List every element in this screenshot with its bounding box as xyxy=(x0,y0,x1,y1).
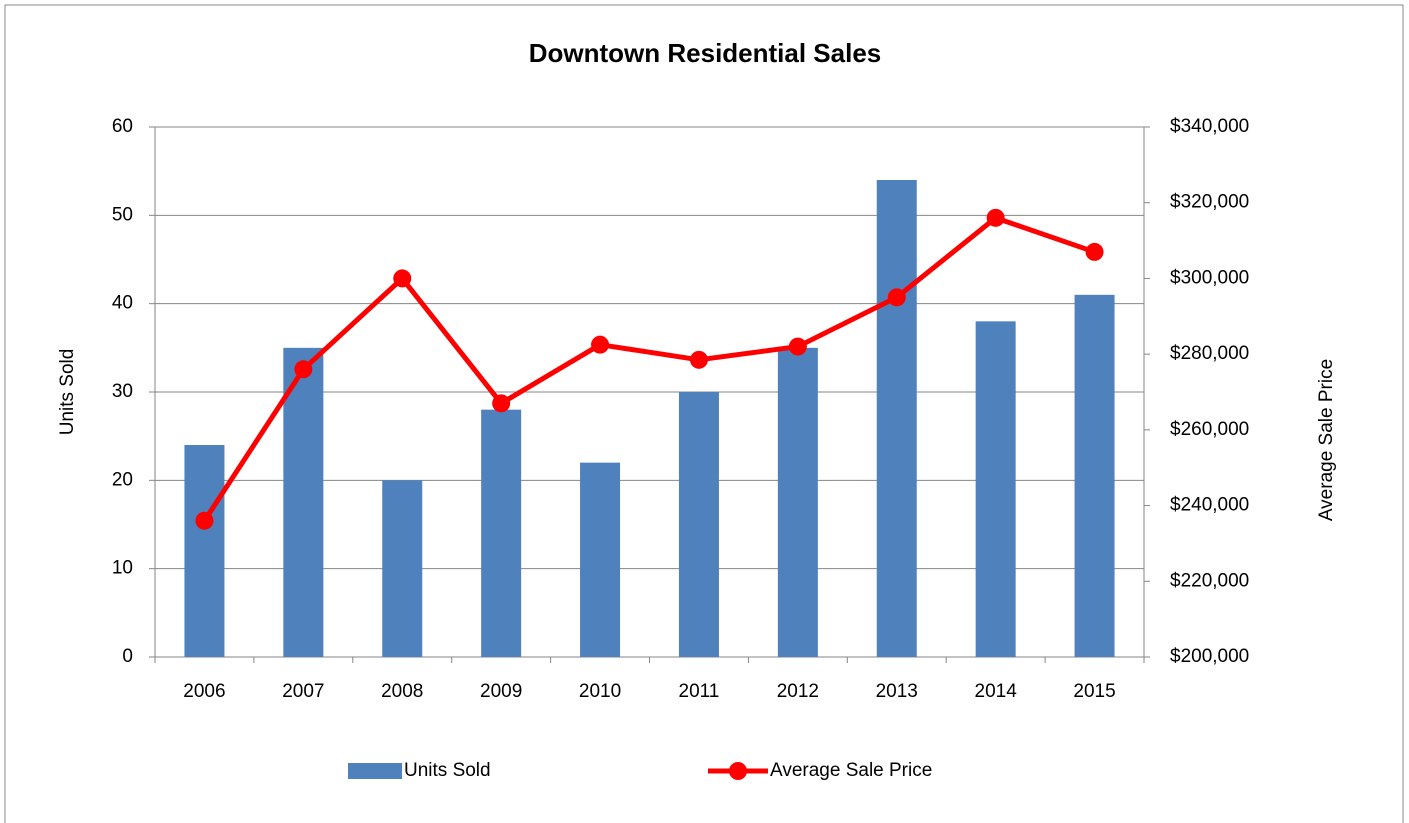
line-marker xyxy=(591,335,610,354)
line xyxy=(202,215,1096,523)
bar xyxy=(678,392,719,657)
line-marker xyxy=(393,269,412,288)
y2-tick-label: $260,000 xyxy=(1170,419,1249,440)
x-tick-label: 2015 xyxy=(1073,681,1115,702)
line-marker xyxy=(986,208,1005,227)
line-marker xyxy=(1085,242,1104,261)
line-marker xyxy=(788,337,807,356)
x-tick-label: 2006 xyxy=(183,681,225,702)
y2-tick-label: $320,000 xyxy=(1170,192,1249,213)
legend-label: Units Sold xyxy=(404,760,491,781)
y2-tick-label: $300,000 xyxy=(1170,267,1249,288)
bar xyxy=(382,480,423,657)
chart-title: Downtown Residential Sales xyxy=(529,38,882,68)
y2-tick-label: $340,000 xyxy=(1170,116,1249,137)
y2-tick-label: $280,000 xyxy=(1170,343,1249,364)
x-tick-label: 2007 xyxy=(282,681,324,702)
x-tick-label: 2008 xyxy=(381,681,423,702)
y2-tick-label: $200,000 xyxy=(1170,646,1249,667)
line-marker xyxy=(492,394,511,413)
bar xyxy=(283,347,324,657)
y-tick-label: 40 xyxy=(112,293,133,314)
line-marker xyxy=(887,288,906,307)
x-tick-label: 2012 xyxy=(777,681,819,702)
bar xyxy=(1074,294,1115,657)
y-tick-label: 30 xyxy=(112,381,133,402)
y-tick-label: 20 xyxy=(112,469,133,490)
y2-tick-label: $220,000 xyxy=(1170,570,1249,591)
y-axis-title: Units Sold xyxy=(57,349,78,436)
bar xyxy=(580,462,621,657)
x-tick-label: 2013 xyxy=(876,681,918,702)
y-tick-label: 60 xyxy=(112,116,133,137)
y2-axis-title: Average Sale Price xyxy=(1316,359,1337,521)
x-tick-label: 2014 xyxy=(975,681,1018,702)
y-tick-label: 10 xyxy=(112,558,133,579)
line-marker xyxy=(294,360,313,379)
bar xyxy=(184,445,225,657)
x-tick-label: 2011 xyxy=(679,681,720,702)
bar xyxy=(777,347,818,657)
line-marker xyxy=(195,511,214,530)
y-tick-label: 0 xyxy=(122,646,133,667)
legend-marker xyxy=(729,762,747,780)
x-tick-label: 2010 xyxy=(579,681,621,702)
bar xyxy=(876,180,917,657)
legend-swatch xyxy=(348,763,402,779)
bar xyxy=(975,321,1016,657)
line-marker xyxy=(689,350,708,369)
y2-tick-label: $240,000 xyxy=(1170,495,1249,516)
x-tick-label: 2009 xyxy=(480,681,522,702)
legend-label: Average Sale Price xyxy=(770,760,932,781)
bar xyxy=(481,409,522,657)
y-tick-label: 50 xyxy=(112,204,133,225)
